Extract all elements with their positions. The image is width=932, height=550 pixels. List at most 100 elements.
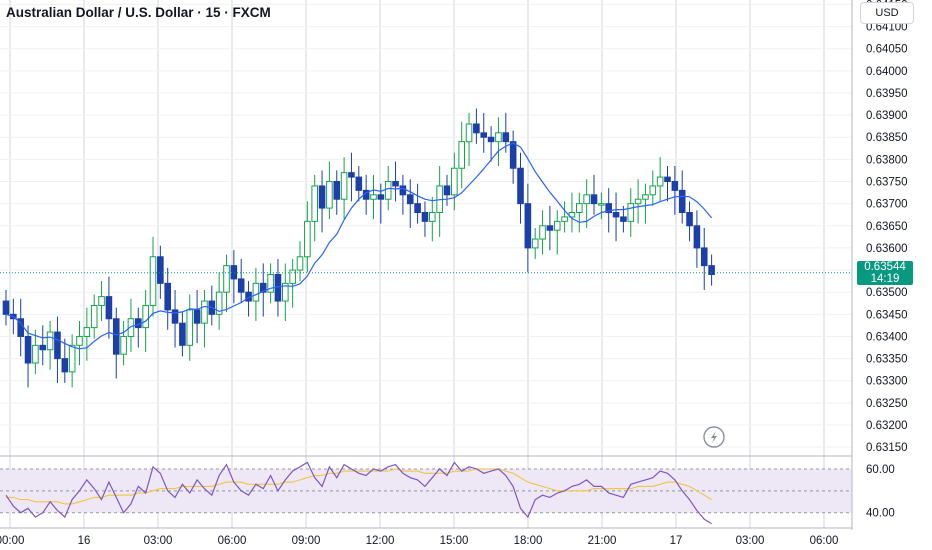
candle [568,192,576,233]
candle [531,228,539,259]
candle [664,166,671,202]
candle [32,329,39,375]
candle [509,130,517,184]
price-tick-label: 0.63450 [866,309,908,321]
candle [642,183,649,224]
candle [208,285,216,326]
price-tick-label: 0.63850 [866,132,908,144]
candle [90,294,98,339]
candle [553,210,561,255]
candle [355,166,363,202]
candle [678,170,686,224]
candle [458,121,465,189]
price-axis[interactable]: 0.641500.641000.640500.640000.639500.639… [866,0,908,454]
candle [112,307,120,379]
candle [223,254,230,313]
time-tick-label: 16 [78,535,91,547]
currency-button[interactable]: USD [860,2,914,24]
candle [693,210,701,268]
candle [451,152,458,211]
candle [576,192,583,233]
candle [539,210,546,255]
candle [186,294,194,361]
candle [193,289,201,344]
candle [296,241,304,282]
rsi-tick-label: 40.00 [866,508,895,520]
candle [598,192,605,220]
moving-average-line [5,142,713,350]
candle [421,201,429,237]
candle [480,112,488,153]
price-tick-label: 0.64100 [866,22,908,34]
candle [561,201,568,233]
candle [61,338,69,383]
candle [259,263,267,317]
price-tick-label: 0.63200 [866,420,908,432]
candle [46,320,54,370]
chart-title: Australian Dollar / U.S. Dollar · 15 · F… [6,5,271,20]
price-tick-label: 0.64050 [866,44,908,56]
time-tick-label: 09:00 [292,535,321,547]
candle [620,205,627,233]
candle [311,174,318,242]
candle [304,201,311,273]
candle [340,157,348,220]
flash-icon[interactable] [703,426,725,448]
candlestick-series [2,108,715,388]
candle [612,192,620,242]
candle [289,258,296,308]
candle [83,307,91,361]
candle [605,188,613,233]
candle [700,228,708,290]
time-tick-label: 15:00 [440,535,469,547]
candle [348,152,355,202]
candle [546,205,554,251]
candle [127,298,135,352]
candle [120,320,127,366]
price-tick-label: 0.63400 [866,331,908,343]
rsi-guide-lines [0,468,852,514]
candle [76,320,83,366]
time-tick-label: 21:00 [588,535,617,547]
candle [24,325,32,388]
candle [406,179,414,228]
rsi-line [5,461,712,525]
candle [54,316,61,383]
candle [105,276,113,339]
candle [634,179,642,224]
bar-countdown: 14:19 [870,272,900,285]
price-tick-label: 0.63600 [866,243,908,255]
candle [370,174,377,220]
rsi-tick-label: 60.00 [866,464,895,476]
candle [473,108,480,144]
candle [201,289,208,348]
candle [135,307,142,348]
price-tick-label: 0.63250 [866,398,908,410]
candle [215,272,223,330]
price-tick-label: 0.63700 [866,199,908,211]
price-tick-label: 0.64000 [866,66,908,78]
candle [583,179,590,228]
candle [237,258,245,304]
candle [164,267,171,330]
candle [68,334,76,388]
price-tick-label: 0.63650 [866,221,908,233]
candle [465,112,473,167]
rsi-ma-line [6,468,712,505]
time-tick-label: 00:00 [0,535,24,547]
candle [149,236,157,317]
time-axis[interactable]: 00:00 16 03:00 06:00 09:00 12:00 15:00 18:00 21:… [0,535,838,547]
time-tick-label: 06:00 [810,535,839,547]
candle [171,289,179,348]
price-tick-label: 0.63150 [866,442,908,454]
rsi-axis[interactable]: 60.00 40.00 [866,464,895,520]
price-tick-label: 0.63950 [866,88,908,100]
candle [495,117,502,167]
last-price-tag: 0.63544 14:19 [857,260,913,285]
price-tick-label: 0.63300 [866,376,908,388]
candle [333,170,341,215]
candle [39,325,47,366]
time-tick-label: 17 [670,535,683,547]
price-tick-label: 0.63500 [866,287,908,299]
